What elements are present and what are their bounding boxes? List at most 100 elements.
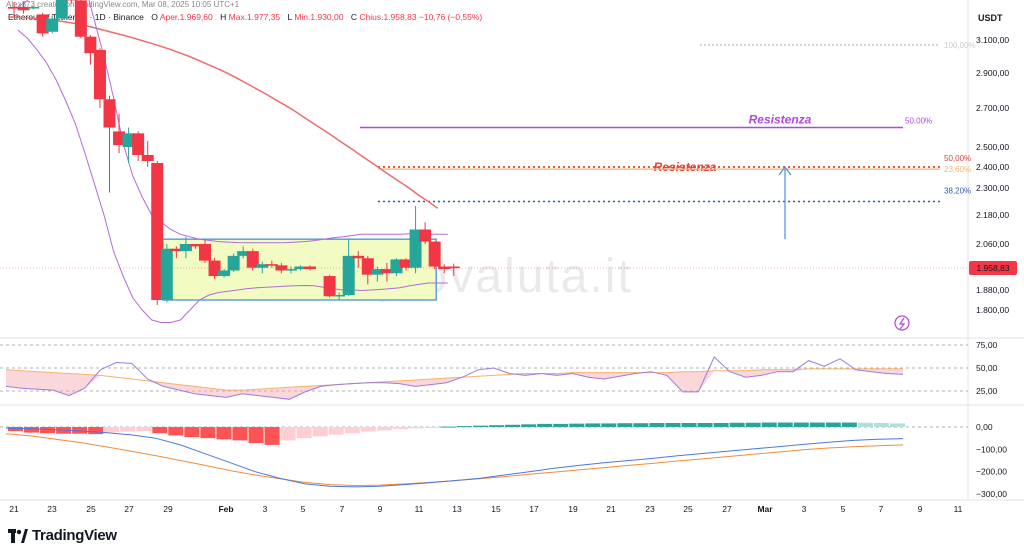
- time-tick-label: Feb: [218, 504, 233, 514]
- macd-histogram-bar: [809, 422, 825, 427]
- macd-histogram-bar: [24, 427, 40, 433]
- macd-histogram-bar: [88, 427, 104, 435]
- candle-body: [113, 131, 126, 146]
- time-tick-label: 5: [841, 504, 846, 514]
- candle-body: [208, 260, 221, 277]
- rsi-tick-label: 75,00: [976, 340, 998, 350]
- candle-body: [8, 7, 20, 9]
- close-label: C: [350, 12, 357, 22]
- macd-histogram-bar: [8, 427, 24, 432]
- rsi-ma-line: [5, 368, 903, 391]
- tradingview-brand[interactable]: TradingView: [8, 527, 117, 544]
- candle-body: [304, 266, 317, 270]
- macd-histogram-bar: [713, 422, 729, 427]
- candle-body: [361, 258, 374, 275]
- resistance-label: Resistenza: [749, 113, 812, 127]
- price-tick-label: 1.800,00: [976, 305, 1009, 315]
- macd-tick-label: 0,00: [976, 422, 993, 432]
- candle-body: [265, 264, 278, 266]
- rsi-tick-label: 50,00: [976, 363, 998, 373]
- bollinger-lower-line: [17, 29, 448, 323]
- macd-histogram-bar: [665, 422, 681, 427]
- resistance-pct-label: 50,00%: [944, 154, 971, 163]
- time-tick-label: 19: [568, 504, 578, 514]
- candle-body: [74, 0, 87, 37]
- macd-histogram-bar: [216, 427, 232, 440]
- macd-tick-label: −200,00: [976, 467, 1007, 477]
- macd-histogram-bar: [745, 422, 761, 427]
- macd-histogram-bar: [617, 423, 633, 427]
- candle-body: [199, 244, 211, 261]
- macd-histogram-bar: [601, 423, 617, 427]
- price-tick-label: 2.400,00: [976, 162, 1009, 172]
- fib-level-label: 23,60%: [944, 165, 971, 174]
- brand-name: TradingView: [32, 527, 117, 544]
- macd-histogram-bar: [825, 422, 841, 427]
- candle-body: [93, 49, 106, 100]
- macd-histogram-bar: [280, 427, 296, 441]
- macd-histogram-bar: [473, 425, 489, 427]
- macd-histogram-bar: [72, 427, 88, 434]
- macd-histogram-bar: [136, 427, 152, 432]
- high-value: Max.1.977,35: [228, 12, 281, 22]
- rsi-tick-label: 25,00: [976, 386, 998, 396]
- candle-body: [132, 133, 145, 155]
- rsi-oversold-fill: [6, 368, 903, 400]
- open-value: Aper.1.969,60: [159, 12, 213, 22]
- macd-histogram-bar: [841, 422, 857, 427]
- price-tick-label: 1.880,00: [976, 285, 1009, 295]
- macd-histogram-bar: [120, 427, 136, 432]
- candle-body: [390, 259, 403, 274]
- resistance-label: Resistenza: [654, 160, 717, 174]
- candle-body: [151, 163, 164, 300]
- macd-histogram-bar: [889, 423, 905, 427]
- macd-histogram-bar: [681, 422, 697, 427]
- macd-histogram-bar: [489, 425, 505, 427]
- candle-body: [179, 244, 192, 252]
- macd-histogram-bar: [729, 422, 745, 427]
- price-tick-label: 2.060,00: [976, 239, 1009, 249]
- macd-histogram-bar: [793, 422, 809, 427]
- macd-histogram-bar: [537, 423, 553, 427]
- price-tick-label: 2.180,00: [976, 210, 1009, 220]
- time-tick-label: 25: [683, 504, 693, 514]
- macd-histogram-bar: [344, 427, 360, 434]
- macd-histogram-bar: [553, 423, 569, 427]
- time-tick-label: 7: [879, 504, 884, 514]
- candle-body: [17, 7, 30, 11]
- time-tick-label: 13: [452, 504, 462, 514]
- macd-histogram-bar: [376, 427, 392, 431]
- macd-histogram-bar: [200, 427, 216, 439]
- candle-body: [103, 99, 116, 128]
- macd-signal-line: [5, 433, 904, 487]
- candle-body: [55, 0, 68, 19]
- macd-histogram-bar: [697, 422, 713, 427]
- macd-histogram-bar: [184, 427, 200, 438]
- time-tick-label: 23: [47, 504, 57, 514]
- macd-histogram-bar: [857, 422, 873, 427]
- price-tick-label: 3.100,00: [976, 35, 1009, 45]
- macd-histogram-bar: [649, 422, 665, 427]
- time-tick-label: 27: [722, 504, 732, 514]
- macd-histogram-bar: [761, 422, 777, 427]
- macd-histogram-bar: [521, 424, 537, 427]
- time-tick-label: 25: [86, 504, 96, 514]
- tradingview-logo-icon: [8, 528, 28, 543]
- time-tick-label: 5: [301, 504, 306, 514]
- time-tick-label: 11: [954, 504, 963, 514]
- macd-histogram-bar: [873, 422, 889, 427]
- macd-histogram-bar: [424, 427, 440, 428]
- macd-histogram-bar: [408, 427, 424, 429]
- candle-body: [46, 18, 59, 32]
- alert-icon: [894, 315, 910, 331]
- candle-body: [447, 266, 460, 269]
- macd-histogram-bar: [232, 427, 248, 441]
- author-line: Alex373 creato con TradingView.com, Mar …: [6, 0, 240, 9]
- candle-body: [27, 7, 40, 9]
- time-tick-label: 7: [340, 504, 345, 514]
- macd-histogram-bar: [312, 427, 328, 437]
- macd-histogram-bar: [264, 427, 280, 445]
- candle-body: [428, 241, 441, 267]
- macd-histogram-bar: [633, 423, 649, 427]
